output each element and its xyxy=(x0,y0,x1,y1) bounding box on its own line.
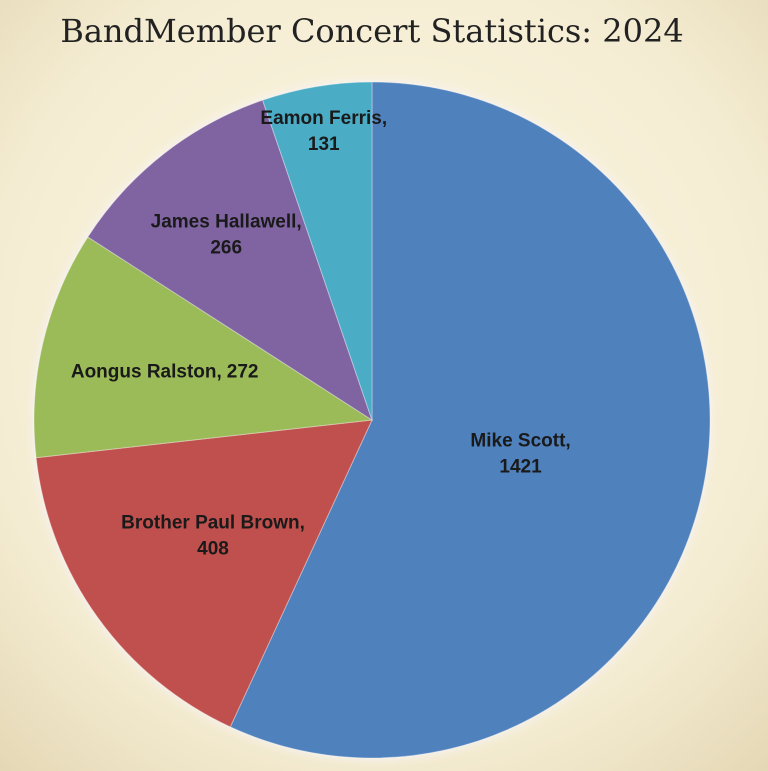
data-label: Brother Paul Brown, 408 xyxy=(121,513,305,560)
data-label-value: 131 xyxy=(308,134,340,155)
data-label: Eamon Ferris, 131 xyxy=(260,108,387,155)
pie-slice xyxy=(35,419,373,728)
data-label-value: 1421 xyxy=(499,457,542,478)
data-label-name: Mike Scott, xyxy=(470,431,570,452)
pie-slice xyxy=(229,81,711,759)
data-label-value: 266 xyxy=(210,238,242,259)
data-label: Aongus Ralston, 272 xyxy=(71,361,259,382)
pie-slice xyxy=(33,236,374,459)
data-label-name: Eamon Ferris, xyxy=(260,108,387,129)
pie-slice xyxy=(261,81,373,421)
data-label-value: 408 xyxy=(197,539,229,560)
data-label-name: Brother Paul Brown, xyxy=(121,513,305,534)
data-label: Mike Scott, 1421 xyxy=(470,431,570,478)
chart-title: BandMember Concert Statistics: 2024 xyxy=(60,12,683,50)
data-label-name: James Hallawell, xyxy=(151,212,302,233)
slices xyxy=(33,81,711,759)
data-label: James Hallawell, 266 xyxy=(151,212,302,259)
labels: Mike Scott, 1421 Brother Paul Brown, 408 Aon… xyxy=(71,108,571,560)
data-label-value: 272 xyxy=(227,361,259,382)
pie-slice xyxy=(87,99,373,422)
data-label-name: Aongus Ralston, xyxy=(71,361,222,382)
